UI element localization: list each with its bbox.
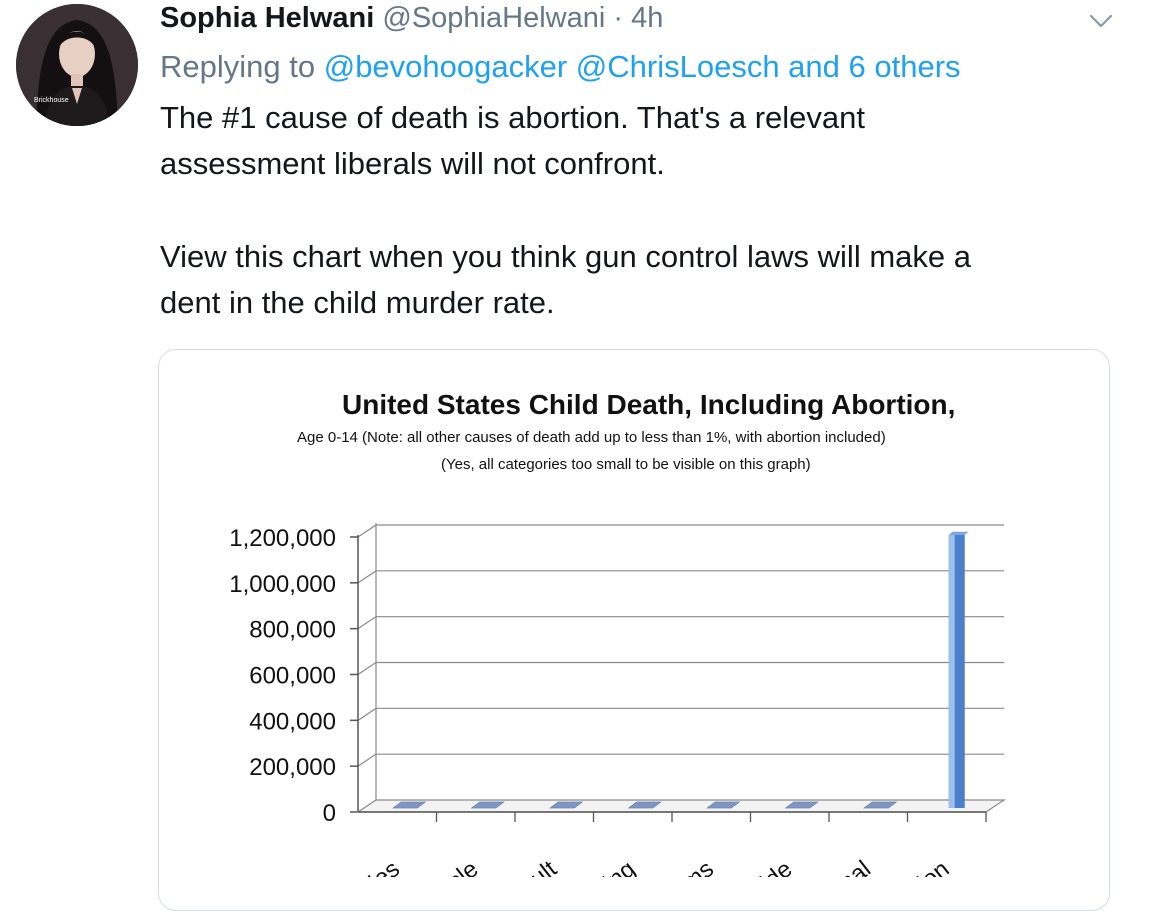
x-tick-label: ide [756,855,798,877]
bar-chart: 1,200,000 1,000,000 800,000 600,000 400,000 2… [229,523,1006,877]
tweet-text-line: dent in the child murder rate. [160,285,555,320]
author-name[interactable]: Sophia Helwani [160,2,375,34]
x-tick-label: nal [834,855,876,877]
meta-separator: · [605,2,632,34]
author-handle[interactable]: @SophiaHelwani [382,2,606,34]
gridline-depth [357,616,377,630]
gridline-depth [357,707,377,721]
y-tick-label: 1,200,000 [229,525,336,552]
bar-top [948,531,969,535]
reply-prefix: Replying to [160,49,324,84]
bar [784,801,819,809]
gridline-depth [357,753,377,767]
chart-subtitle-2: (Yes, all categories too small to be vis… [441,456,811,473]
y-tick-label: 400,000 [249,708,336,735]
tweet-text-line: View this chart when you think gun contr… [160,239,971,274]
x-tick-label: ries [358,855,405,877]
chart-floor [356,799,1006,813]
chart-subtitle: Age 0-14 (Note: all other causes of deat… [297,429,886,446]
chart-title: United States Child Death, Including Abo… [342,389,956,420]
tweet-time[interactable]: 4h [631,2,664,34]
x-tick-label: ing [599,855,641,877]
gridline-depth [357,662,377,675]
x-tick-label: ms [677,855,719,877]
x-tick-label: ion [913,855,955,877]
bar [863,801,898,809]
bar [470,801,505,809]
reply-mentions[interactable]: @bevohoogacker @ChrisLoesch and 6 others [323,49,961,84]
avatar[interactable]: Brickhouse [16,4,138,126]
gridline-depth [357,570,377,584]
x-tick-label: ult [525,855,562,877]
gridline-depth [357,524,377,538]
bar [549,801,584,809]
x-tick-label: cle [443,855,484,877]
author-line: Sophia Helwani @SophiaHelwani · 4h [160,0,663,36]
tweet-text-line: assessment liberals will not confront. [160,146,665,181]
y-tick-label: 600,000 [249,663,336,690]
chevron-down-icon[interactable] [1088,8,1114,34]
tweet-text-line: The #1 cause of death is abortion. That'… [160,100,866,135]
bar-highlight [948,534,955,808]
bar [627,801,662,809]
avatar-image: Brickhouse [16,4,138,126]
bar [706,801,741,809]
bar [392,801,427,809]
reply-context: Replying to @bevohoogacker @ChrisLoesch … [160,48,961,86]
y-tick-label: 1,000,000 [229,571,336,598]
y-tick-label: 200,000 [249,754,336,781]
y-tick-label: 0 [323,800,336,827]
avatar-caption: Brickhouse [34,97,69,104]
y-tick-label: 800,000 [249,617,336,644]
